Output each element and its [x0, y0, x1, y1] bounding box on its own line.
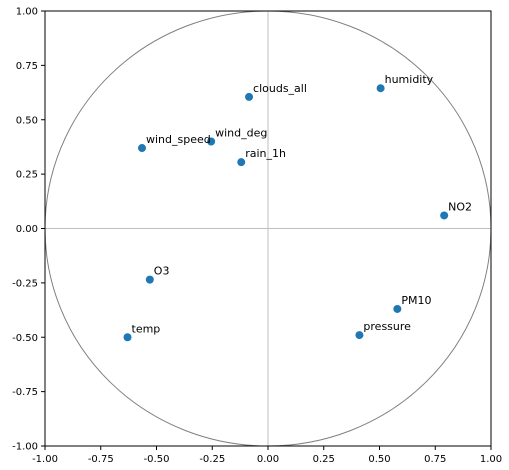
x-tick-label: 1.00	[480, 454, 502, 465]
data-point-label: rain_1h	[245, 147, 286, 160]
y-tick-label: 0.00	[16, 224, 38, 235]
x-tick-label: 0.50	[368, 454, 390, 465]
x-tick-label: -0.25	[199, 454, 225, 465]
data-point-label: humidity	[385, 73, 434, 86]
data-point	[440, 211, 449, 220]
data-point-label: wind_speed	[146, 133, 211, 146]
data-points	[123, 84, 449, 342]
data-point-label: NO2	[448, 200, 472, 213]
data-point	[145, 275, 154, 284]
y-tick-label: 0.75	[16, 61, 38, 72]
data-point-label: PM10	[401, 294, 431, 307]
data-point-label: O3	[154, 265, 170, 278]
data-point	[245, 92, 254, 101]
data-point	[207, 137, 216, 146]
data-point-label: pressure	[363, 320, 411, 333]
data-point	[123, 333, 132, 342]
data-point	[355, 331, 364, 340]
y-tick-label: 0.50	[16, 115, 38, 126]
y-tick-label: 0.25	[16, 170, 38, 181]
x-tick-label: -1.00	[32, 454, 58, 465]
data-point	[237, 158, 246, 167]
x-tick-label: 0.00	[257, 454, 279, 465]
data-point	[138, 144, 147, 153]
data-point-label: clouds_all	[253, 82, 307, 95]
data-point-label: temp	[132, 322, 161, 335]
data-point-label: wind_deg	[215, 127, 267, 140]
data-point	[393, 304, 402, 313]
y-tick-label: -1.00	[12, 442, 38, 453]
y-tick-label: -0.50	[12, 333, 38, 344]
x-tick-label: 0.25	[313, 454, 335, 465]
y-tick-label: -0.25	[12, 278, 38, 289]
x-tick-label: -0.50	[144, 454, 170, 465]
data-point-labels: humidity clouds_all wind_deg wind_speedrain…	[132, 73, 473, 335]
data-point	[376, 84, 385, 93]
y-tick-label: -0.75	[12, 387, 38, 398]
x-tick-label: 0.75	[424, 454, 446, 465]
axis-ticks: -1.00 -0.75 -0.50 -0.25 0.00 0.25 0.50 0.75 1.00…	[12, 7, 502, 466]
x-tick-label: -0.75	[88, 454, 114, 465]
y-tick-label: 1.00	[16, 7, 38, 18]
